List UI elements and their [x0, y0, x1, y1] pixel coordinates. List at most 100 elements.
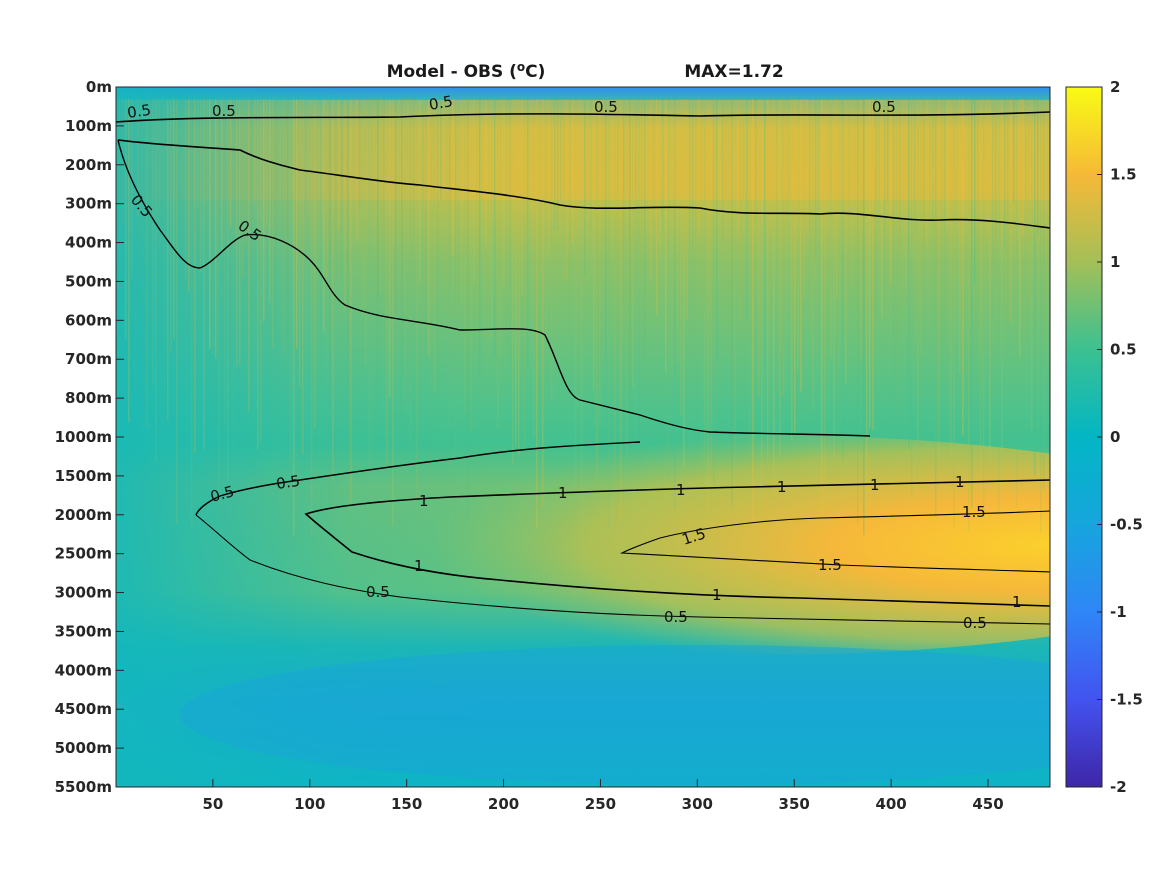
y-tick-label: 5000m: [55, 739, 112, 757]
noise-stripe: [650, 99, 652, 282]
x-axis-ticks: 50 100 150 200 250 300 350 400 450: [202, 779, 1004, 813]
y-tick-label: 300m: [65, 195, 112, 213]
noise-stripe: [443, 99, 445, 201]
x-tick-label: 200: [488, 795, 519, 813]
noise-stripe: [221, 99, 223, 252]
noise-stripe: [959, 99, 961, 373]
contour-label: 0.5: [872, 98, 896, 116]
noise-stripe: [836, 99, 838, 298]
noise-stripe: [617, 99, 619, 284]
y-tick-label: 1000m: [55, 428, 112, 446]
noise-stripe: [608, 99, 610, 529]
title-superscript: o: [517, 60, 525, 74]
noise-stripe: [512, 99, 514, 465]
noise-stripe: [980, 99, 982, 488]
noise-stripe: [569, 99, 571, 334]
contour-label: 0.5: [963, 614, 987, 632]
noise-stripe: [377, 99, 379, 446]
noise-stripe: [683, 99, 685, 468]
noise-stripe: [749, 99, 751, 497]
colorbar-gradient: [1065, 86, 1103, 788]
noise-stripe: [380, 99, 382, 293]
noise-stripe: [305, 99, 307, 350]
y-tick-label: 0m: [86, 78, 112, 96]
colorbar-tick-label: 0: [1110, 428, 1120, 446]
noise-stripe: [500, 99, 502, 358]
y-tick-label: 200m: [65, 156, 112, 174]
noise-stripe: [539, 99, 541, 277]
noise-stripe: [1025, 99, 1027, 282]
noise-stripe: [482, 99, 484, 230]
noise-stripe: [290, 99, 292, 467]
noise-stripe: [224, 99, 226, 424]
noise-stripe: [761, 99, 763, 513]
noise-stripe: [620, 99, 622, 522]
noise-stripe: [893, 99, 895, 423]
y-axis-ticks: 0m 100m 200m 300m 400m 500m 600m 700m 800m 1000m 1…: [55, 78, 124, 796]
noise-stripe: [953, 99, 955, 527]
y-tick-label: 600m: [65, 311, 112, 329]
noise-stripe: [791, 99, 793, 440]
noise-stripe: [275, 99, 277, 508]
noise-stripe: [197, 99, 199, 208]
noise-stripe: [263, 99, 265, 322]
noise-stripe: [365, 99, 367, 367]
noise-stripe: [803, 99, 805, 299]
noise-stripe: [926, 99, 928, 247]
noise-stripe: [311, 99, 313, 536]
noise-stripe: [404, 99, 406, 407]
contour-1-5: [619, 510, 1050, 573]
noise-stripe: [368, 99, 370, 501]
noise-stripe: [245, 99, 247, 246]
y-tick-label: 700m: [65, 350, 112, 368]
noise-stripe: [644, 99, 646, 359]
contour-label: 0.5: [594, 98, 618, 116]
noise-stripe: [518, 99, 520, 457]
noise-stripe: [446, 99, 448, 230]
noise-stripe: [869, 99, 871, 429]
y-tick-label: 4000m: [55, 661, 112, 679]
noise-stripe: [461, 99, 463, 305]
noise-stripe: [878, 99, 880, 234]
y-tick-label: 400m: [65, 234, 112, 252]
noise-stripe: [335, 99, 337, 341]
contour-label: 1: [777, 478, 787, 496]
contour-0-5-mid: [117, 139, 871, 437]
noise-stripe: [710, 99, 712, 471]
noise-stripe: [917, 99, 919, 479]
noise-stripe: [743, 99, 745, 201]
noise-stripe: [842, 99, 844, 460]
noise-stripe: [284, 99, 286, 355]
noise-stripe: [467, 99, 469, 522]
noise-stripe: [851, 99, 853, 287]
noise-stripe: [128, 99, 130, 423]
noise-stripe: [770, 99, 772, 233]
contour-1-outer: [304, 479, 1050, 607]
noise-stripe: [992, 99, 994, 319]
noise-stripe: [530, 99, 532, 205]
noise-stripe: [503, 99, 505, 286]
noise-stripe: [788, 99, 790, 247]
contour-label: 0.5: [428, 92, 455, 114]
noise-stripe: [746, 99, 748, 321]
noise-stripe: [872, 99, 874, 431]
noise-stripe: [677, 99, 679, 364]
noise-stripe: [995, 99, 997, 288]
y-tick-label: 4500m: [55, 700, 112, 718]
noise-stripe: [350, 99, 352, 506]
noise-stripe: [962, 99, 964, 436]
noise-stripe: [839, 99, 841, 365]
noise-stripe: [848, 99, 850, 279]
noise-stripe: [251, 99, 253, 237]
noise-stripe: [575, 99, 577, 495]
heatmap-vertical-noise: [116, 99, 1050, 539]
noise-stripe: [281, 99, 283, 369]
noise-stripe: [314, 99, 316, 430]
noise-stripe: [935, 99, 937, 517]
noise-stripe: [1043, 99, 1045, 490]
chart-title: Model - OBS (oC): [387, 60, 546, 82]
noise-stripe: [440, 99, 442, 200]
x-tick-label: 50: [202, 795, 223, 813]
heatmap-field: [116, 87, 1050, 787]
noise-stripe: [572, 99, 574, 245]
